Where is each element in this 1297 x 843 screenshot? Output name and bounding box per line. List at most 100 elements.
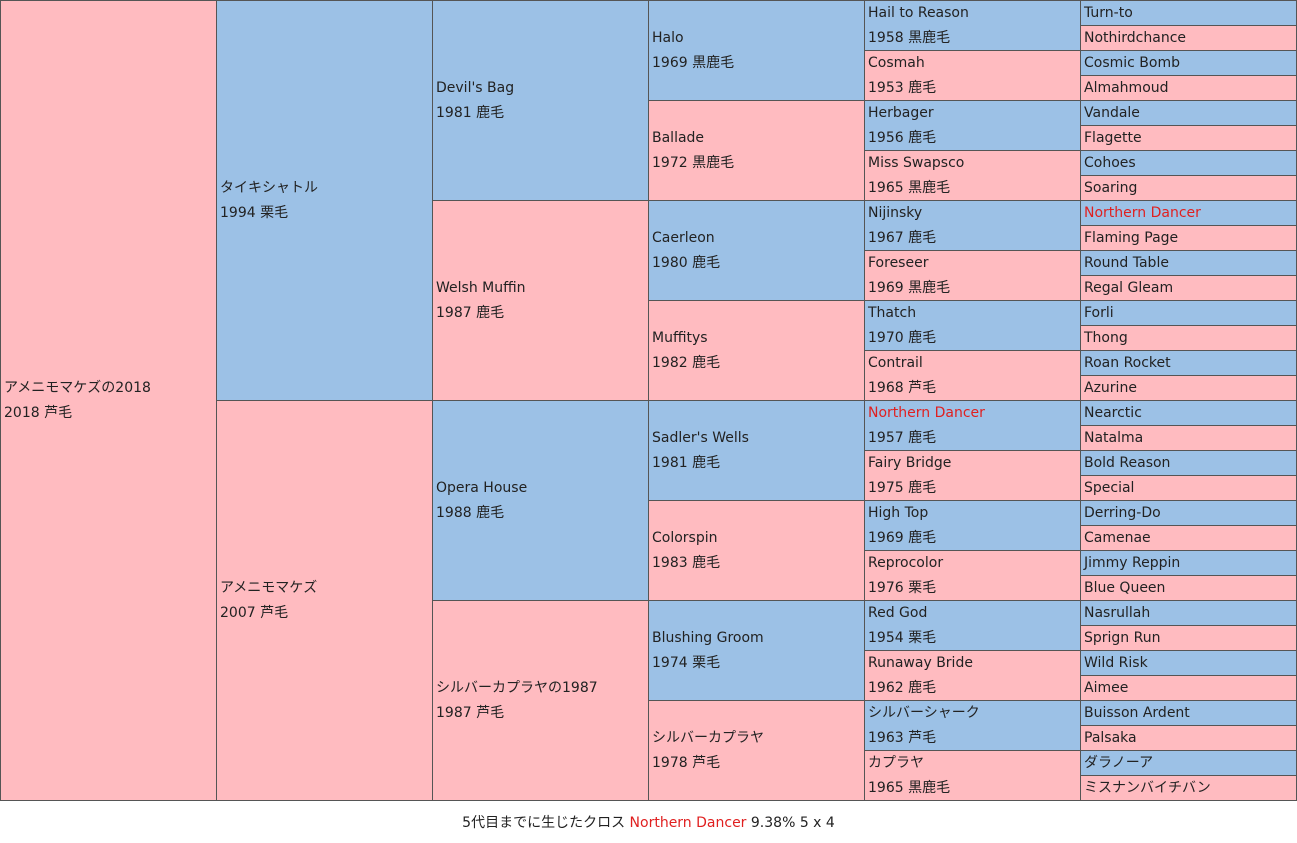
- g3-ancestor-name: Welsh Muffin: [436, 279, 526, 296]
- cross-prefix: 5代目までに生じたクロス: [462, 815, 626, 831]
- g6-ancestor-name: Flaming Page: [1084, 230, 1179, 246]
- g5-ancestor-info: 1957 鹿毛: [868, 429, 937, 446]
- g6-ancestor-name: Buisson Ardent: [1084, 705, 1190, 721]
- g3-ancestor-cell[interactable]: シルバーカプラヤの1987 1987 芦毛: [432, 600, 649, 801]
- g6-ancestor-cell[interactable]: Cohoes: [1080, 150, 1297, 176]
- g5-ancestor-cell[interactable]: シルバーシャーク 1963 芦毛: [864, 700, 1081, 751]
- g5-ancestor-info: 1956 鹿毛: [868, 129, 937, 146]
- sire-cell[interactable]: タイキシャトル 1994 栗毛: [216, 0, 433, 401]
- g6-ancestor-cell[interactable]: Thong: [1080, 325, 1297, 351]
- g6-ancestor-name: Forli: [1084, 305, 1114, 321]
- g6-ancestor-name: Almahmoud: [1084, 80, 1169, 96]
- g6-ancestor-cell[interactable]: Forli: [1080, 300, 1297, 326]
- g6-ancestor-cell[interactable]: Azurine: [1080, 375, 1297, 401]
- g6-ancestor-name: ダラノーア: [1084, 755, 1154, 771]
- g3-ancestor-cell[interactable]: Opera House 1988 鹿毛: [432, 400, 649, 601]
- horse-cell[interactable]: アメニモマケズの2018 2018 芦毛: [0, 0, 217, 801]
- g4-ancestor-info: 1983 鹿毛: [652, 554, 721, 571]
- g4-ancestor-cell[interactable]: Muffitys 1982 鹿毛: [648, 300, 865, 401]
- g6-ancestor-name: Nothirdchance: [1084, 30, 1187, 46]
- g6-ancestor-cell[interactable]: Nearctic: [1080, 400, 1297, 426]
- g4-ancestor-cell[interactable]: Sadler's Wells 1981 鹿毛: [648, 400, 865, 501]
- g6-ancestor-name: Vandale: [1084, 105, 1140, 121]
- g6-ancestor-cell[interactable]: Palsaka: [1080, 725, 1297, 751]
- g4-ancestor-cell[interactable]: Halo 1969 黒鹿毛: [648, 0, 865, 101]
- g4-ancestor-info: 1972 黒鹿毛: [652, 154, 735, 171]
- g5-ancestor-cell[interactable]: Thatch 1970 鹿毛: [864, 300, 1081, 351]
- g6-ancestor-name: Bold Reason: [1084, 455, 1171, 471]
- g6-ancestor-cell[interactable]: Special: [1080, 475, 1297, 501]
- g6-ancestor-cell[interactable]: Vandale: [1080, 100, 1297, 126]
- g6-ancestor-cell[interactable]: Roan Rocket: [1080, 350, 1297, 376]
- g6-ancestor-cell[interactable]: Derring-Do: [1080, 500, 1297, 526]
- cross-detail: 9.38% 5 x 4: [750, 815, 835, 831]
- g4-ancestor-name: Caerleon: [652, 229, 715, 246]
- g5-ancestor-cell[interactable]: Reprocolor 1976 栗毛: [864, 550, 1081, 601]
- g6-ancestor-cell[interactable]: Turn-to: [1080, 0, 1297, 26]
- g5-ancestor-name: Cosmah: [868, 54, 925, 71]
- g6-ancestor-cell[interactable]: Blue Queen: [1080, 575, 1297, 601]
- g6-ancestor-cell[interactable]: Soaring: [1080, 175, 1297, 201]
- g3-ancestor-cell[interactable]: Welsh Muffin 1987 鹿毛: [432, 200, 649, 401]
- g6-ancestor-cell[interactable]: Nothirdchance: [1080, 25, 1297, 51]
- g6-ancestor-cell[interactable]: Regal Gleam: [1080, 275, 1297, 301]
- g6-ancestor-cell[interactable]: Round Table: [1080, 250, 1297, 276]
- g5-ancestor-info: 1962 鹿毛: [868, 679, 937, 696]
- g6-ancestor-name: Palsaka: [1084, 730, 1137, 746]
- g5-ancestor-cell[interactable]: Northern Dancer 1957 鹿毛: [864, 400, 1081, 451]
- g6-ancestor-name: Natalma: [1084, 430, 1144, 446]
- g5-ancestor-cell[interactable]: Nijinsky 1967 鹿毛: [864, 200, 1081, 251]
- g6-ancestor-cell[interactable]: Flagette: [1080, 125, 1297, 151]
- g4-ancestor-cell[interactable]: Ballade 1972 黒鹿毛: [648, 100, 865, 201]
- g5-ancestor-name: Runaway Bride: [868, 654, 973, 671]
- g6-ancestor-cell[interactable]: Buisson Ardent: [1080, 700, 1297, 726]
- g5-ancestor-info: 1958 黒鹿毛: [868, 29, 951, 46]
- g6-ancestor-cell[interactable]: Sprign Run: [1080, 625, 1297, 651]
- g6-ancestor-cell[interactable]: Wild Risk: [1080, 650, 1297, 676]
- g6-ancestor-name: Northern Dancer: [1084, 205, 1201, 221]
- g6-ancestor-name: Azurine: [1084, 380, 1137, 396]
- dam-name: アメニモマケズ: [220, 579, 318, 596]
- g6-ancestor-cell[interactable]: Flaming Page: [1080, 225, 1297, 251]
- g6-ancestor-cell[interactable]: ダラノーア: [1080, 750, 1297, 776]
- g4-ancestor-cell[interactable]: Caerleon 1980 鹿毛: [648, 200, 865, 301]
- g5-ancestor-cell[interactable]: High Top 1969 鹿毛: [864, 500, 1081, 551]
- cross-horse-name[interactable]: Northern Dancer: [629, 815, 747, 831]
- g6-ancestor-cell[interactable]: ミスナンバイチバン: [1080, 775, 1297, 801]
- g3-ancestor-info: 1987 芦毛: [436, 704, 505, 721]
- g6-ancestor-cell[interactable]: Natalma: [1080, 425, 1297, 451]
- g5-ancestor-info: 1975 鹿毛: [868, 479, 937, 496]
- g6-ancestor-cell[interactable]: Cosmic Bomb: [1080, 50, 1297, 76]
- g6-ancestor-cell[interactable]: Aimee: [1080, 675, 1297, 701]
- g5-ancestor-cell[interactable]: Herbager 1956 鹿毛: [864, 100, 1081, 151]
- g5-ancestor-name: シルバーシャーク: [868, 704, 980, 721]
- g6-ancestor-cell[interactable]: Bold Reason: [1080, 450, 1297, 476]
- g4-ancestor-name: Halo: [652, 29, 684, 46]
- g6-ancestor-cell[interactable]: Jimmy Reppin: [1080, 550, 1297, 576]
- g6-ancestor-name: Thong: [1084, 330, 1128, 346]
- g6-ancestor-cell[interactable]: Almahmoud: [1080, 75, 1297, 101]
- g5-ancestor-cell[interactable]: Runaway Bride 1962 鹿毛: [864, 650, 1081, 701]
- g5-ancestor-info: 1965 黒鹿毛: [868, 779, 951, 796]
- g5-ancestor-name: Fairy Bridge: [868, 454, 952, 471]
- g6-ancestor-name: Jimmy Reppin: [1084, 555, 1181, 571]
- g5-ancestor-cell[interactable]: Miss Swapsco 1965 黒鹿毛: [864, 150, 1081, 201]
- g5-ancestor-cell[interactable]: Contrail 1968 芦毛: [864, 350, 1081, 401]
- g6-ancestor-cell[interactable]: Northern Dancer: [1080, 200, 1297, 226]
- g5-ancestor-cell[interactable]: Red God 1954 栗毛: [864, 600, 1081, 651]
- g6-ancestor-name: Camenae: [1084, 530, 1151, 546]
- g5-ancestor-info: 1965 黒鹿毛: [868, 179, 951, 196]
- dam-cell[interactable]: アメニモマケズ 2007 芦毛: [216, 400, 433, 801]
- g5-ancestor-cell[interactable]: Cosmah 1953 鹿毛: [864, 50, 1081, 101]
- g3-ancestor-cell[interactable]: Devil's Bag 1981 鹿毛: [432, 0, 649, 201]
- g5-ancestor-cell[interactable]: Fairy Bridge 1975 鹿毛: [864, 450, 1081, 501]
- g4-ancestor-cell[interactable]: シルバーカプラヤ 1978 芦毛: [648, 700, 865, 801]
- g6-ancestor-cell[interactable]: Nasrullah: [1080, 600, 1297, 626]
- g6-ancestor-name: Special: [1084, 480, 1135, 496]
- g5-ancestor-cell[interactable]: カプラヤ 1965 黒鹿毛: [864, 750, 1081, 801]
- g4-ancestor-cell[interactable]: Colorspin 1983 鹿毛: [648, 500, 865, 601]
- g6-ancestor-cell[interactable]: Camenae: [1080, 525, 1297, 551]
- g5-ancestor-cell[interactable]: Foreseer 1969 黒鹿毛: [864, 250, 1081, 301]
- g5-ancestor-cell[interactable]: Hail to Reason 1958 黒鹿毛: [864, 0, 1081, 51]
- g4-ancestor-cell[interactable]: Blushing Groom 1974 栗毛: [648, 600, 865, 701]
